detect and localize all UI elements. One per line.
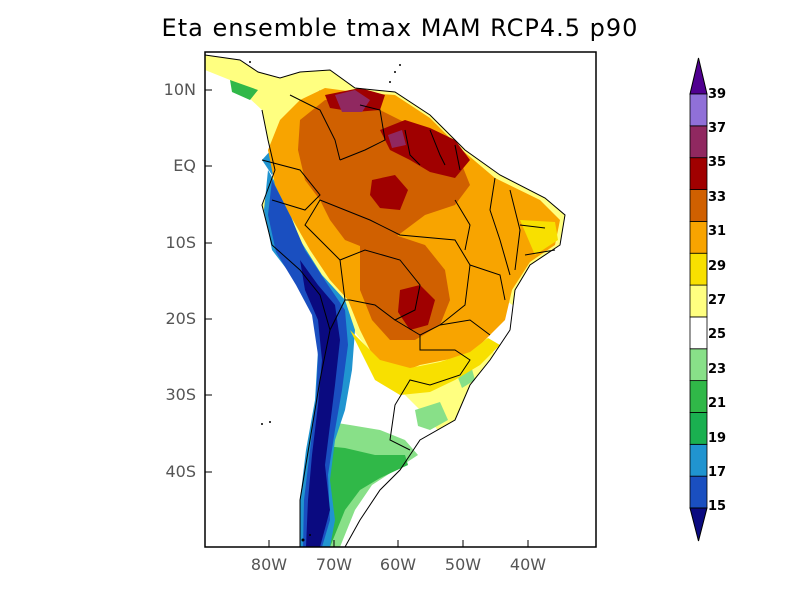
lat-label-10n: 10N: [163, 80, 196, 99]
colorbar-box: [689, 252, 708, 286]
colorbar-label: 19: [708, 431, 727, 446]
lat-label-20s: 20S: [165, 309, 196, 328]
lon-label-80w: 80W: [250, 555, 288, 574]
band-33-amazon: [370, 175, 408, 210]
lon-label-40w: 40W: [509, 555, 547, 574]
lat-label-40s: 40S: [165, 462, 196, 481]
lat-label-eq: EQ: [173, 156, 196, 175]
band-35: [335, 90, 370, 112]
colorbar-box: [689, 348, 708, 382]
colorbar-label: 25: [708, 327, 727, 342]
colorbar-label: 17: [708, 465, 727, 480]
colorbar-box: [689, 475, 708, 509]
band-33-chaco: [398, 285, 435, 330]
colorbar-label: 21: [708, 396, 727, 411]
colorbar-box: [689, 284, 708, 318]
lon-label-50w: 50W: [444, 555, 482, 574]
colorbar-label: 27: [708, 293, 727, 308]
island-dots: [249, 61, 401, 542]
colorbar-label: 29: [708, 259, 727, 274]
lat-ticks: [205, 89, 212, 473]
band-27: [350, 330, 500, 395]
colorbar-box: [689, 412, 708, 445]
colorbar-label: 33: [708, 190, 727, 205]
lat-label-10s: 10S: [165, 233, 196, 252]
colorbar-label: 15: [708, 499, 727, 514]
colorbar-box: [689, 93, 708, 127]
band-21-north: [230, 80, 258, 100]
colorbar-box: [689, 157, 708, 190]
colorbar-box: [689, 316, 708, 350]
colorbar-box: [689, 125, 708, 159]
colorbar: [689, 57, 708, 542]
colorbar-arrow-bottom: [689, 507, 708, 542]
band-23-uy: [415, 402, 448, 430]
colorbar-label: 39: [708, 87, 727, 102]
lon-label-60w: 60W: [379, 555, 417, 574]
colorbar-arrow-top: [689, 57, 708, 95]
lon-ticks: [268, 540, 529, 547]
country-borders: [205, 54, 566, 547]
colorbar-box: [689, 380, 708, 413]
lat-label-30s: 30S: [165, 385, 196, 404]
map-frame: [204, 51, 597, 548]
band-17: [268, 180, 348, 547]
colorbar-label: 35: [708, 155, 727, 170]
colorbar-box: [689, 189, 708, 222]
colorbar-label: 23: [708, 362, 727, 377]
temperature-field: [205, 54, 566, 547]
colorbar-box: [689, 220, 708, 254]
band-25-ne: [485, 300, 520, 355]
colorbar-label: 31: [708, 224, 727, 239]
lon-label-70w: 70W: [315, 555, 353, 574]
colorbar-label: 37: [708, 121, 727, 136]
map-title: Eta ensemble tmax MAM RCP4.5 p90: [161, 14, 639, 42]
colorbar-box: [689, 443, 708, 477]
band-27-ne: [520, 220, 558, 255]
band-35-east: [388, 130, 406, 148]
